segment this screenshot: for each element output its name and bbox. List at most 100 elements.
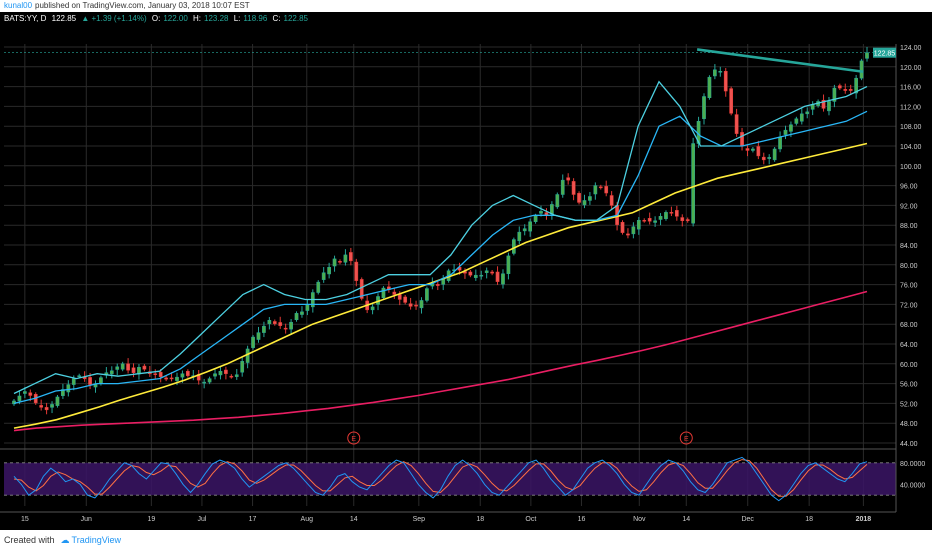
candle-body xyxy=(479,274,484,277)
last-price-label: 122.85 xyxy=(874,51,896,58)
y-tick-label: 116.00 xyxy=(900,85,921,92)
x-tick-label: 15 xyxy=(21,516,29,523)
candle-body xyxy=(598,186,603,189)
candle-body xyxy=(723,71,728,92)
x-tick-label: Aug xyxy=(301,516,314,523)
candle-body xyxy=(718,71,723,73)
earnings-label: E xyxy=(684,436,689,443)
stochastic-k-line xyxy=(13,456,868,502)
candle-body xyxy=(354,261,359,281)
candle-body xyxy=(707,76,712,98)
candle-body xyxy=(251,336,255,348)
stoch-tick-label: 40.0000 xyxy=(900,482,925,489)
candle-body xyxy=(702,96,706,120)
last-price-box xyxy=(873,47,896,58)
ema-fast-line xyxy=(13,80,868,395)
candle-body xyxy=(23,391,27,394)
x-tick-label: Nov xyxy=(633,516,646,523)
candle-body xyxy=(772,148,777,161)
high-label: H: xyxy=(193,14,202,23)
candle-body xyxy=(66,384,71,393)
candle-body xyxy=(305,304,310,311)
candle-body xyxy=(789,124,793,132)
y-tick-label: 88.00 xyxy=(900,223,918,230)
y-tick-label: 92.00 xyxy=(900,203,918,210)
candle-body xyxy=(593,185,598,195)
candle-body xyxy=(39,405,44,408)
footer: Created with ☁ TradingView xyxy=(0,530,932,550)
tradingview-logo-text[interactable]: TradingView xyxy=(71,535,122,545)
x-tick-label: 14 xyxy=(682,516,690,523)
x-tick-label: Jul xyxy=(197,516,206,523)
candle-body xyxy=(577,193,581,203)
x-tick-label: Dec xyxy=(741,516,754,523)
y-tick-label: 124.00 xyxy=(900,45,922,52)
candle-body xyxy=(17,395,22,402)
y-tick-label: 80.00 xyxy=(900,263,918,270)
candle-body xyxy=(126,363,130,371)
candle-body xyxy=(109,370,114,375)
y-tick-label: 84.00 xyxy=(900,243,918,250)
x-tick-label: 14 xyxy=(350,516,358,523)
close-label: C: xyxy=(272,14,281,23)
candle-body xyxy=(425,288,429,301)
x-tick-label: 17 xyxy=(249,516,257,523)
candle-body xyxy=(495,271,500,282)
candle-body xyxy=(267,319,272,324)
candle-body xyxy=(229,375,234,378)
candle-body xyxy=(756,146,761,157)
candle-body xyxy=(50,404,54,408)
candle-body xyxy=(506,255,511,274)
candle-body xyxy=(783,129,788,135)
x-tick-label: 18 xyxy=(805,516,813,523)
candle-body xyxy=(316,281,321,293)
author-link[interactable]: kunal00 xyxy=(4,1,33,10)
candle-body xyxy=(272,321,277,324)
candle-body xyxy=(28,392,33,396)
x-tick-label: 16 xyxy=(578,516,586,523)
candle-body xyxy=(620,221,625,233)
y-tick-label: 112.00 xyxy=(900,104,921,111)
y-tick-label: 64.00 xyxy=(900,342,918,349)
candle-body xyxy=(555,194,560,208)
candle-body xyxy=(865,52,869,59)
candle-body xyxy=(636,220,641,230)
candle-body xyxy=(99,377,103,384)
candle-body xyxy=(528,221,532,232)
candle-body xyxy=(370,306,375,311)
x-tick-label: 2018 xyxy=(856,516,872,523)
last-price: 122.85 xyxy=(51,14,77,23)
candle-body xyxy=(224,369,228,374)
candle-body xyxy=(827,101,831,112)
stochastic-band xyxy=(4,462,896,496)
y-tick-label: 96.00 xyxy=(900,184,918,191)
candle-body xyxy=(674,210,679,217)
stochastic-d-line xyxy=(13,459,868,497)
candle-body xyxy=(381,287,386,298)
y-tick-label: 104.00 xyxy=(900,144,922,151)
candle-body xyxy=(131,367,136,373)
candle-body xyxy=(169,377,174,380)
candle-body xyxy=(799,113,804,122)
candle-body xyxy=(517,231,522,242)
candle-body xyxy=(511,239,516,254)
candle-body xyxy=(294,313,299,320)
candle-body xyxy=(55,396,60,406)
sma200-line xyxy=(13,290,868,432)
candle-body xyxy=(414,304,418,307)
time-axis: 15 Jun 19 Jul 17 Aug 14 Sep 18 Oct 16 Nov 14 Dec 18 201… xyxy=(0,511,896,523)
y-tick-label: 44.00 xyxy=(900,441,918,448)
y-tick-label: 68.00 xyxy=(900,322,918,329)
candle-body xyxy=(794,118,799,124)
candle-body xyxy=(647,218,652,222)
high-value: 123.28 xyxy=(204,14,229,23)
candle-body xyxy=(240,361,245,373)
candle-body xyxy=(234,374,239,377)
candle-body xyxy=(533,215,538,222)
earnings-marker xyxy=(679,431,693,445)
candle-body xyxy=(751,148,755,151)
open-value: 122.00 xyxy=(163,14,188,23)
candle-body xyxy=(539,211,543,214)
cloud-icon: ☁ xyxy=(60,535,70,545)
